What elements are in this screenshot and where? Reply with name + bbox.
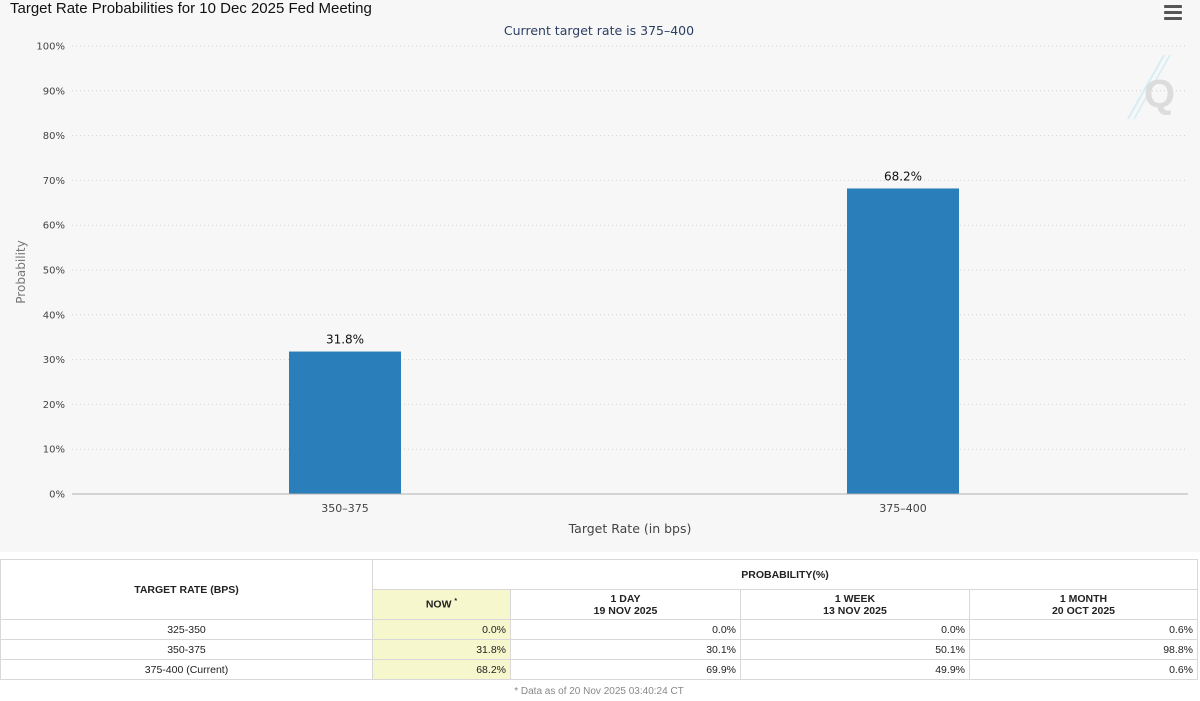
week-cell: 50.1%	[741, 640, 970, 660]
chart-title: Target Rate Probabilities for 10 Dec 202…	[10, 0, 372, 17]
week-cell: 49.9%	[741, 660, 970, 680]
table-row: 375-400 (Current) 68.2% 69.9% 49.9% 0.6%	[1, 660, 1198, 680]
month-cell: 98.8%	[970, 640, 1198, 660]
month-cell: 0.6%	[970, 620, 1198, 640]
week-cell: 0.0%	[741, 620, 970, 640]
x-tick-label: 350–375	[321, 502, 369, 515]
rate-cell: 350-375	[1, 640, 373, 660]
y-tick-label: 0%	[49, 490, 65, 501]
table-row: 325-350 0.0% 0.0% 0.0% 0.6%	[1, 620, 1198, 640]
y-tick-label: 30%	[43, 355, 65, 366]
col-now-label: NOW	[426, 599, 452, 611]
rate-cell: 375-400 (Current)	[1, 660, 373, 680]
bar-data-label: 68.2%	[884, 169, 922, 183]
y-tick-label: 40%	[43, 310, 65, 321]
y-tick-label: 90%	[43, 86, 65, 97]
day-cell: 30.1%	[511, 640, 741, 660]
table-row: 350-375 31.8% 30.1% 50.1% 98.8%	[1, 640, 1198, 660]
hamburger-menu-icon[interactable]	[1162, 2, 1184, 22]
rate-cell: 325-350	[1, 620, 373, 640]
target-rate-header: TARGET RATE (BPS)	[1, 560, 373, 620]
now-cell: 68.2%	[373, 660, 511, 680]
col-now-mark: *	[454, 598, 457, 605]
y-axis-title: Probability	[14, 240, 28, 303]
y-tick-label: 10%	[43, 445, 65, 456]
now-cell: 31.8%	[373, 640, 511, 660]
chart-panel: 0%10%20%30%40%50%60%70%80%90%100% 31.8%3…	[0, 0, 1200, 552]
month-cell: 0.6%	[970, 660, 1198, 680]
bar[interactable]	[289, 352, 401, 494]
y-tick-label: 100%	[36, 42, 65, 53]
y-tick-label: 20%	[43, 400, 65, 411]
day-cell: 0.0%	[511, 620, 741, 640]
probability-table: TARGET RATE (BPS) PROBABILITY(%) NOW * 1…	[0, 559, 1198, 701]
bar-layer: 31.8% 350–375 68.2% 375–400	[289, 169, 959, 515]
x-tick-label: 375–400	[879, 502, 927, 515]
x-axis-title: Target Rate (in bps)	[568, 521, 692, 536]
probability-header: PROBABILITY(%)	[373, 560, 1198, 590]
bar[interactable]	[847, 188, 959, 494]
y-tick-label: 50%	[43, 266, 65, 277]
bar-chart: 0%10%20%30%40%50%60%70%80%90%100% 31.8%3…	[0, 0, 1200, 552]
y-tick-label: 60%	[43, 221, 65, 232]
now-cell: 0.0%	[373, 620, 511, 640]
data-timestamp-note: * Data as of 20 Nov 2025 03:40:24 CT	[1, 680, 1198, 701]
chart-subtitle: Current target rate is 375–400	[504, 23, 694, 38]
bar-data-label: 31.8%	[326, 333, 364, 347]
day-cell: 69.9%	[511, 660, 741, 680]
y-tick-label: 70%	[43, 176, 65, 187]
col-now-header: NOW *	[373, 590, 511, 620]
grid-layer: 0% 10% 20% 30% 40% 50% 60% 70% 80% 90% 100%	[36, 42, 1188, 501]
watermark-logo: Q	[1128, 55, 1175, 119]
watermark-q: Q	[1144, 72, 1175, 116]
y-tick-label: 80%	[43, 131, 65, 142]
probability-table-section: TARGET RATE (BPS) PROBABILITY(%) NOW * 1…	[0, 559, 1200, 700]
